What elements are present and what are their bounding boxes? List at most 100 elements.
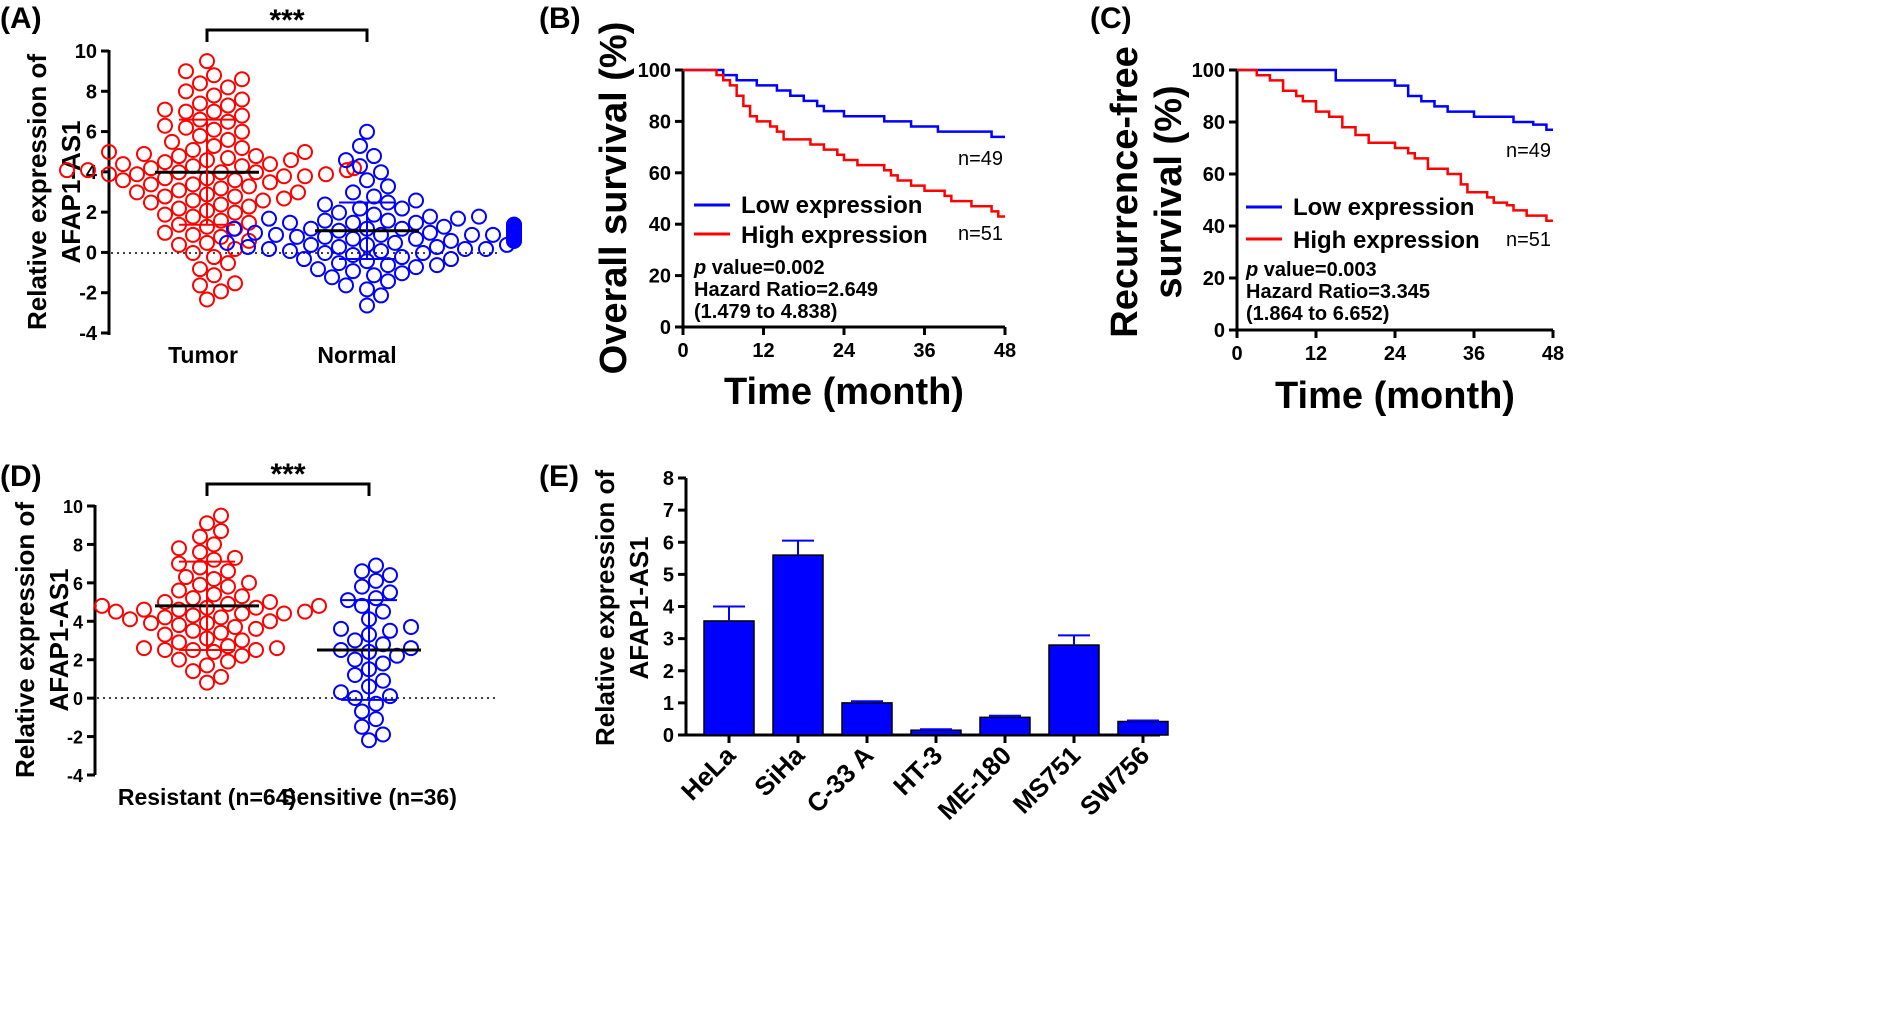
panel-b-ytick-label: 40: [649, 214, 671, 236]
panel-a-tumor-point: [297, 144, 313, 160]
panel-a-normal-point: [380, 178, 396, 195]
panel-c-ytick-label: 100: [1192, 60, 1225, 82]
panel-a-tumor-point: [185, 245, 201, 261]
panel-a-tumor-point: [185, 208, 201, 225]
panel-a-normal-point: [261, 210, 277, 227]
panel-a-normal-point: [443, 251, 459, 268]
panel-b-ytick-label: 80: [649, 111, 671, 133]
panel-a-normal-point: [331, 238, 347, 255]
panel-a-tumor-point: [157, 188, 173, 205]
panel-b-ticks: 100 80 60 40 20 00 12 24 36 48: [638, 60, 1017, 362]
panel-d-resistant-point: [122, 611, 138, 628]
panel-c-xtick-label: 36: [1463, 343, 1485, 365]
panel-b-series-high: [683, 68, 1005, 218]
panel-e-bars: [703, 539, 1169, 743]
panel-c-p-italic: p: [1245, 259, 1258, 281]
panel-d-label: (D): [0, 460, 42, 493]
panel-b-legend-high: High expression: [741, 222, 928, 249]
panel-a-tumor-point: [220, 79, 236, 96]
panel-a-tumor-point: [192, 75, 208, 92]
panel-a-normal-point: [387, 234, 403, 251]
panel-d-resistant-point: [192, 528, 208, 545]
panel-a-ylabel-line2: AFAP1-AS1: [56, 120, 86, 263]
panel-a-tumor-point: [178, 103, 194, 120]
panel-a-tumor-point: [143, 176, 159, 193]
panel-a-normal-point: [408, 259, 424, 276]
panel-a-normal-point: [373, 287, 389, 304]
panel-d-y-ticks: 10 8 6 4 2 0 -2 -4: [63, 497, 95, 786]
panel-d-resistant-point: [206, 643, 222, 660]
panel-e-category-label: MS751: [1007, 740, 1086, 819]
panel-b-xlabel: Time (month): [724, 371, 964, 413]
panel-d-resistant-point: [248, 620, 264, 637]
panel-a-normal-point: [408, 230, 424, 247]
panel-a-tumor-point: [206, 121, 222, 138]
panel-d-resistant-point: [171, 540, 187, 557]
panel-b-legend-low: Low expression: [741, 192, 922, 219]
panel-b-n-high: n=51: [958, 223, 1003, 245]
panel-d-sensitive-point: [333, 620, 349, 637]
panel-a-tumor-point: [171, 200, 187, 217]
panel-d-resistant-point: [185, 607, 201, 624]
panel-c-ytick-label: 40: [1203, 216, 1225, 238]
panel-a-tumor-point: [206, 103, 222, 120]
panel-a-normal-point: [352, 137, 368, 154]
panel-a-ytick-label: 0: [86, 242, 97, 264]
panel-a-normal-point: [331, 255, 347, 272]
panel-d-resistant-point: [157, 626, 173, 643]
panel-a-label: (A): [0, 2, 42, 35]
panel-a-category-normal: Normal: [317, 342, 396, 368]
panel-d-resistant-point: [262, 613, 278, 630]
panel-c-n-low: n=49: [1506, 140, 1551, 162]
panel-a-normal-point: [366, 148, 382, 165]
panel-a-tumor-point: [220, 97, 236, 114]
panel-a-tumor-point: [206, 249, 222, 266]
panel-d-resistant-point: [220, 653, 236, 670]
panel-a-normal-point: [289, 228, 305, 245]
panel-a-tumor-point: [101, 166, 117, 183]
panel-a-tumor-point: [220, 150, 236, 167]
panel-a-normal-point: [394, 220, 410, 237]
panel-c-legend-high: High expression: [1293, 227, 1480, 254]
panel-d-sensitive-point: [403, 640, 419, 657]
panel-c-xtick-label: 12: [1305, 343, 1327, 365]
panel-d-sensitive-point: [354, 718, 370, 735]
panel-d-sensitive-point: [347, 632, 363, 649]
panel-d-resistant-point: [311, 597, 327, 614]
panel-d-resistant-point: [185, 590, 201, 607]
panel-d-resistant-point: [199, 515, 215, 532]
panel-d-sensitive-point: [333, 684, 349, 701]
panel-a-tumor-point: [206, 87, 222, 104]
panel-b-xtick-label: 0: [677, 340, 688, 362]
panel-d-ytick-label: 6: [73, 574, 83, 594]
panel-e-ytick-label: 6: [663, 532, 674, 554]
panel-a-normal-point: [366, 188, 382, 205]
panel-b-xtick-label: 12: [752, 340, 774, 362]
panel-a-tumor-point: [283, 152, 299, 169]
panel-a-tumor-point: [220, 113, 236, 130]
panel-a-normal-point: [436, 218, 452, 235]
panel-a-category-tumor: Tumor: [168, 342, 238, 368]
panel-a-tumor-point: [213, 283, 229, 300]
panel-a-normal-point: [394, 249, 410, 266]
panel-c-series-high: [1237, 68, 1553, 223]
panel-a-tumor-point: [185, 226, 201, 243]
panel-a-tumor-point: [192, 277, 208, 294]
panel-a-normal-point: [443, 232, 459, 249]
panel-d-resistant-point: [171, 634, 187, 651]
panel-a-tumor-point: [227, 188, 243, 205]
panel-d-sensitive-point: [382, 622, 398, 639]
panel-d-resistant-point: [206, 570, 222, 587]
panel-c-xtick-label: 48: [1542, 343, 1564, 365]
panel-a-mean-lines: [155, 118, 419, 261]
panel-e-ylabel-line1: Relative expression of: [590, 470, 620, 746]
panel-a-normal-point: [394, 265, 410, 282]
panel-a-normal-point: [324, 269, 340, 286]
panel-d-resistant-point: [213, 522, 229, 539]
panel-e-ticks: 8 7 6 5 4 3 2 1 0: [663, 468, 686, 747]
panel-b-ci: (1.479 to 4.838): [694, 301, 837, 323]
panel-e-bar: [979, 716, 1031, 736]
panel-d-category-sensitive: Sensitive (n=36): [281, 784, 457, 810]
panel-d-resistant-point: [157, 594, 173, 610]
